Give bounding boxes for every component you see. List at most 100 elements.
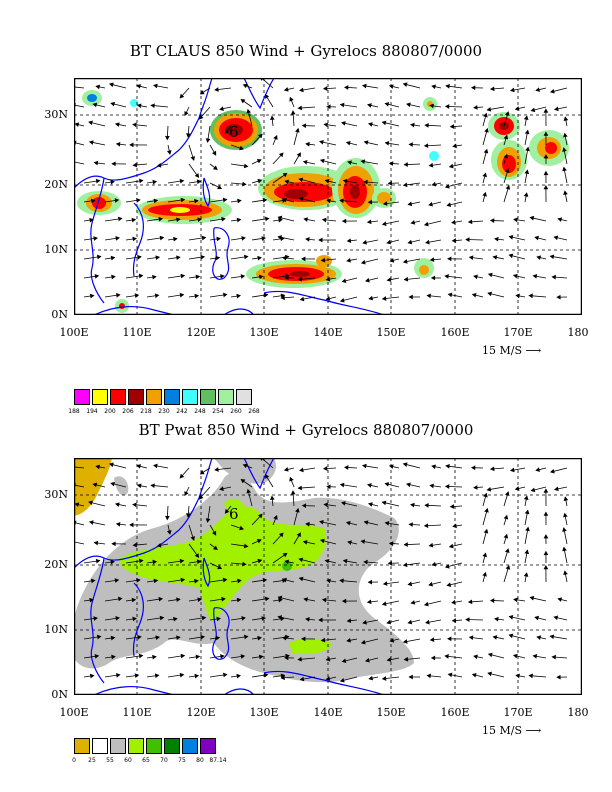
panel2-lat-label-30n: 30N: [44, 488, 68, 501]
panel1-wind-arrowhead: [367, 199, 373, 205]
panel2-wind-arrowhead: [368, 675, 374, 681]
panel1-wind-arrowhead: [118, 216, 123, 222]
panel1-wind-arrowhead: [173, 236, 178, 242]
panel1-wind-arrowhead: [551, 274, 556, 280]
panel2-wind-arrowhead: [381, 676, 387, 681]
panel1-wind-arrowhead: [452, 143, 457, 149]
panel1-grid: [74, 78, 582, 315]
panel2-wind-arrowhead: [505, 564, 511, 570]
panel1-wind-arrowhead: [290, 110, 296, 115]
panel2-wind-arrowhead: [408, 522, 413, 527]
panel1-lon-label-160e: 160E: [440, 326, 470, 339]
panel1-colorbar: 188 194 200 206 218 230 242 248 254 260 268: [68, 389, 274, 419]
panel2-wind-arrowhead: [200, 634, 206, 640]
panel2-wind-arrowhead: [363, 520, 369, 525]
panel2-wind-arrowhead: [341, 658, 347, 664]
panel2-wind-arrowhead: [563, 496, 569, 502]
panel1-wind-arrowhead: [363, 179, 368, 185]
panel2-wind-arrowhead: [110, 635, 116, 641]
panel1-wind-arrowhead: [562, 147, 567, 152]
panel2-wind-arrowhead: [296, 532, 301, 538]
panel2-wind-arrowhead: [319, 538, 325, 544]
panel1-wind-arrowhead: [487, 272, 493, 278]
panel1-wind-arrowhead: [110, 101, 116, 107]
panel2-wind-arrowhead: [88, 520, 94, 525]
panel1-wind-arrowhead: [362, 240, 367, 245]
panel1-wind-arrowhead: [486, 107, 492, 112]
panel1-wind-arrowhead: [195, 274, 201, 280]
panel1-colorbar-label: 200: [104, 408, 116, 415]
panel1-wind-arrow: [74, 86, 85, 89]
panel1-wind-arrowhead: [525, 146, 530, 152]
panel1-wind-arrowhead: [277, 235, 283, 240]
panel2-lon-label-170e: 170E: [503, 706, 533, 719]
panel2-wind-arrowhead: [94, 654, 100, 659]
panel2-wind-arrowhead: [298, 557, 304, 563]
panel2-wind-vectors: [74, 458, 569, 683]
panel2-wind-arrowhead: [362, 620, 367, 625]
panel2-lon-label-160e: 160E: [440, 706, 470, 719]
panel2-wind-arrowhead: [273, 514, 278, 520]
panel1-wind-arrowhead: [281, 255, 287, 261]
panel2-wind-arrowhead: [297, 485, 302, 491]
panel2-lon-label-180: 180: [567, 706, 589, 719]
panel1-wind-arrowhead: [543, 184, 549, 190]
panel2-wind-arrowhead: [90, 578, 96, 584]
panel2-wind-arrowhead: [512, 653, 518, 659]
panel1-wind-arrowhead: [363, 140, 369, 145]
panel1-wind-arrowhead: [492, 255, 498, 260]
panel2-wind-arrowhead: [221, 596, 226, 602]
panel1-wind-arrowhead: [136, 84, 141, 89]
panel1-wind-arrowhead: [556, 294, 561, 300]
panel1-wind-arrowhead: [283, 87, 289, 92]
panel1-wind-arrowhead: [428, 201, 433, 207]
panel2-wind-arrowhead: [386, 657, 392, 662]
panel1-wind-arrowhead: [494, 236, 499, 242]
panel2-wind-arrowhead: [444, 564, 450, 569]
panel2-wind-arrowhead: [136, 578, 141, 583]
panel2-wind-arrowhead: [402, 462, 408, 467]
panel1-wind-arrowhead: [536, 255, 542, 260]
panel1-wind-arrowhead: [153, 83, 158, 89]
panel1-wind-arrowhead: [302, 160, 308, 165]
panel1-wind-arrowhead: [305, 141, 310, 147]
panel1-wind-arrowhead: [403, 276, 409, 282]
panel2-wind-arrowhead: [382, 581, 388, 586]
panel2-wind-arrowhead: [280, 673, 286, 679]
panel2-wind-arrowhead: [165, 515, 170, 521]
panel2-wind-arrowhead: [447, 636, 452, 642]
panel2-reference-arrow-icon: ⟶: [525, 724, 542, 737]
panel1-wind-arrowhead: [114, 122, 120, 127]
panel1-wind-arrowhead: [219, 106, 224, 111]
panel1-wind-arrowhead: [406, 102, 411, 108]
panel2-wind-arrowhead: [468, 635, 474, 641]
panel1-wind-arrowhead: [444, 104, 450, 109]
panel1-wind-arrowhead: [429, 103, 434, 109]
panel2-wind-arrowhead: [543, 511, 549, 516]
panel2-wind-arrowhead: [264, 596, 270, 602]
panel1-wind-arrowhead: [467, 219, 473, 225]
panel1-wind-arrowhead: [176, 255, 181, 261]
panel2-lon-label-150e: 150E: [376, 706, 406, 719]
panel2-wind-arrowhead: [166, 530, 172, 535]
panel1-wind-arrowhead: [221, 216, 226, 222]
panel1-reference-arrow-icon: ⟶: [525, 344, 542, 357]
panel2-wind-arrowhead: [473, 485, 478, 490]
panel1-wind-arrowhead: [382, 201, 388, 206]
panel1-wind-arrowhead: [381, 221, 387, 227]
panel2-wind-arrowhead: [503, 514, 509, 520]
panel1-wind-arrowhead: [111, 161, 116, 167]
panel2-lon-label-100e: 100E: [59, 706, 89, 719]
panel2-wind-arrowhead: [339, 482, 345, 488]
panel1-wind-arrowhead: [563, 190, 568, 196]
panel2-wind-arrowhead: [444, 654, 449, 659]
panel2-wind-arrowhead: [305, 617, 310, 622]
panel1-wind-arrowhead: [360, 259, 366, 265]
panel2-colorbar-label: 0: [72, 757, 76, 764]
panel2-title: BT Pwat 850 Wind + Gyrelocs 880807/0000: [138, 421, 474, 439]
panel1-wind-arrowhead: [563, 116, 569, 122]
panel1-wind-arrowhead: [90, 198, 96, 204]
panel1-wind-arrowhead: [504, 111, 510, 116]
panel2-wind-arrowhead: [194, 673, 200, 679]
